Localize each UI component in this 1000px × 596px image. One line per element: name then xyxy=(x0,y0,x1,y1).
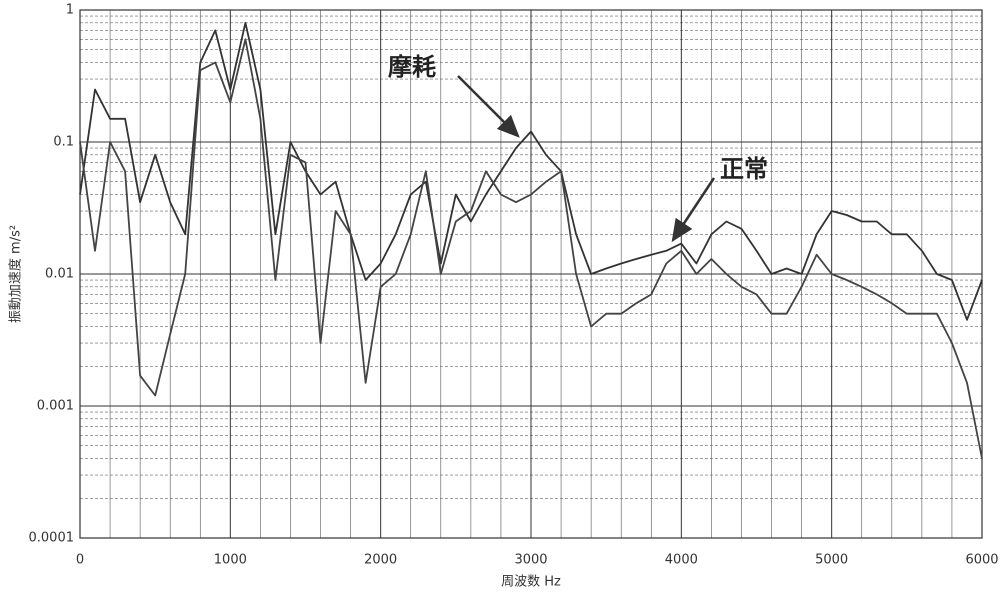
y-tick-label: 1 xyxy=(66,3,74,18)
x-tick-label: 5000 xyxy=(815,553,848,568)
x-tick-label: 2000 xyxy=(364,553,397,568)
annotation-arrow xyxy=(457,75,520,138)
x-tick-label: 1000 xyxy=(214,553,247,568)
annotation-arrow xyxy=(671,177,716,243)
x-tick-label: 3000 xyxy=(514,553,547,568)
y-tick-label: 0.001 xyxy=(37,399,74,414)
lines xyxy=(79,21,983,459)
annotation: 正常 xyxy=(720,155,768,183)
x-tick-label: 4000 xyxy=(665,553,698,568)
series-line xyxy=(79,38,983,459)
y-tick-label: 0.1 xyxy=(53,135,74,150)
y-tick-label: 0.01 xyxy=(45,267,74,282)
y-axis-label: 振動加速度 m/s² xyxy=(8,225,24,323)
x-axis-label: 周波数 Hz xyxy=(501,575,561,590)
y-tick-label: 0.0001 xyxy=(29,531,75,546)
x-tick-label: 0 xyxy=(76,553,84,568)
x-tick-label: 6000 xyxy=(965,553,998,568)
series-line xyxy=(79,21,983,321)
annotation: 摩耗 xyxy=(388,53,436,81)
